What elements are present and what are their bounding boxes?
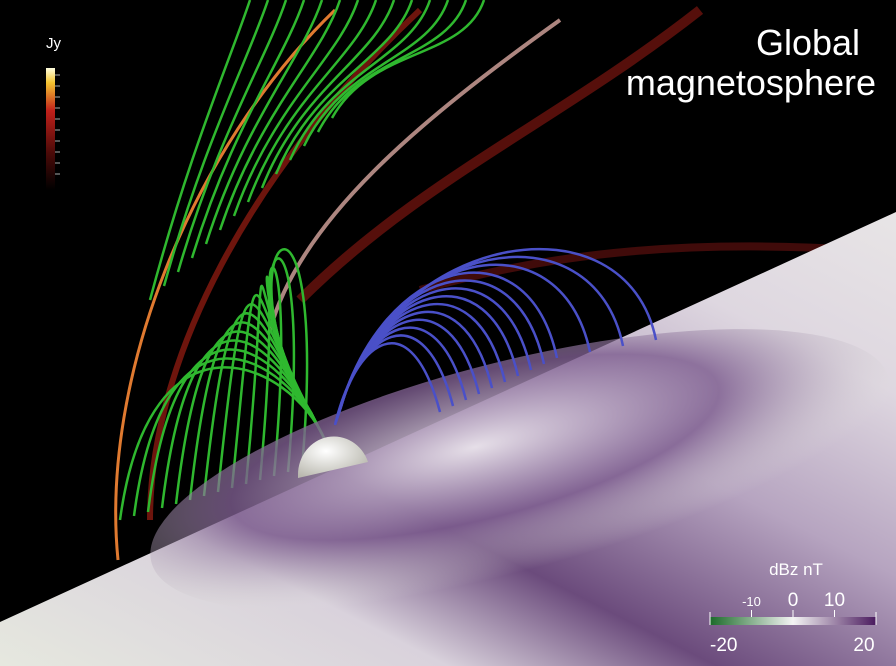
dayside-field-lines bbox=[333, 247, 658, 426]
dbz-pattern bbox=[150, 329, 890, 611]
tick-label: -10 bbox=[742, 594, 761, 609]
dbz-ticks: -20 20 -10 0 10 bbox=[709, 590, 877, 656]
closed-field-lines bbox=[118, 0, 486, 521]
colorbar-title: dBz nT bbox=[769, 560, 823, 579]
sheet bbox=[296, 6, 704, 304]
bow-shock bbox=[114, 8, 337, 561]
tick-label: 10 bbox=[824, 590, 845, 611]
field-line bbox=[270, 0, 486, 469]
earth bbox=[297, 436, 368, 478]
tick-label: 20 bbox=[853, 635, 874, 656]
sheet bbox=[268, 18, 562, 331]
title-line: magnetosphere bbox=[626, 62, 876, 103]
field-line bbox=[339, 247, 658, 408]
sheet bbox=[147, 7, 423, 521]
current-sheets bbox=[114, 6, 861, 561]
dbz-colorbar bbox=[710, 617, 876, 625]
sheet bbox=[418, 242, 861, 294]
tick-label: -20 bbox=[710, 635, 737, 656]
jy-colorbar bbox=[46, 68, 55, 190]
title-line: Global bbox=[756, 22, 860, 63]
colorbar-title: Jy bbox=[46, 35, 62, 52]
tick-label: 0 bbox=[788, 590, 799, 611]
